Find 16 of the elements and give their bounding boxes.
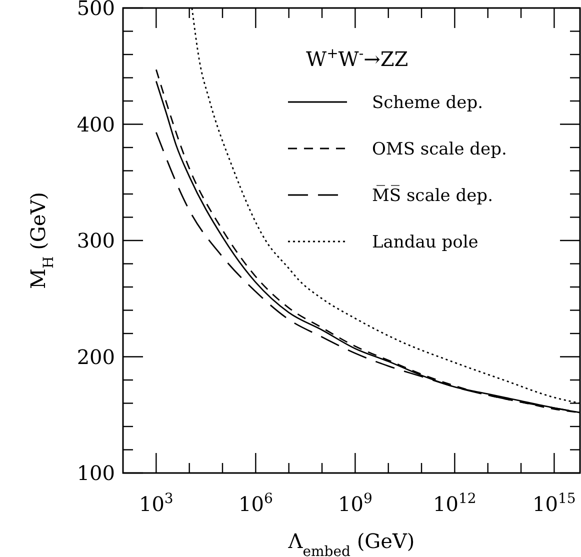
y-tick-label: 100 [76,461,115,485]
x-tick-label: 10$^{12}$ [433,491,476,516]
legend-title: W$^{+}$W$^{-}$→ZZ [306,46,408,71]
x-tick-label: 10$^{9}$ [338,491,372,516]
legend-label: Landau pole [372,232,478,252]
legend-label: M̅S̅ scale dep. [372,184,493,206]
x-tick-label: 10$^{15}$ [532,491,576,516]
x-axis-title: Λ$_{embed}$ (GeV) [287,529,415,557]
legend-label: Scheme dep. [372,93,483,113]
y-tick-label: 200 [76,344,115,369]
y-tick-label: 300 [76,228,115,252]
y-tick-label: 500 [76,0,115,20]
y-tick-label: 400 [76,112,115,136]
x-tick-label: 10$^{6}$ [238,491,273,516]
legend-label: OMS scale dep. [372,140,507,160]
x-tick-label: 10$^{3}$ [138,491,174,516]
